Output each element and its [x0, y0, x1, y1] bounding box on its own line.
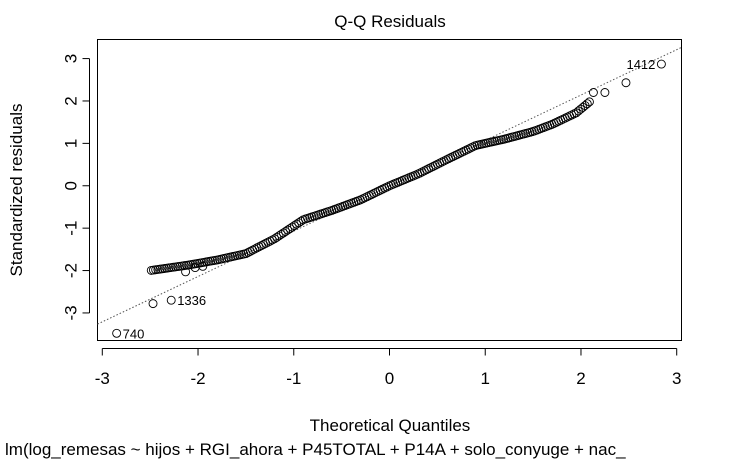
data-point — [600, 88, 610, 97]
data-point — [285, 224, 295, 233]
x-tick-label: -1 — [286, 369, 301, 388]
data-point — [112, 328, 122, 338]
data-point — [270, 234, 280, 244]
data-point — [274, 231, 284, 241]
y-tick-label: -3 — [61, 305, 80, 320]
data-point — [567, 110, 577, 120]
outlier-label: 1336 — [177, 293, 206, 308]
data-point — [569, 109, 579, 119]
data-point — [198, 261, 208, 271]
chart-title: Q-Q Residuals — [334, 12, 445, 31]
data-point — [166, 295, 176, 305]
x-tick-label: 2 — [576, 369, 585, 388]
point-labels: 740 1336 1412 — [123, 57, 656, 341]
data-point — [588, 88, 598, 97]
data-point — [584, 97, 594, 107]
x-tick-label: -2 — [190, 369, 205, 388]
x-tick-label: -3 — [95, 369, 110, 388]
data-point — [289, 221, 299, 231]
data-point — [283, 225, 293, 235]
data-point — [294, 218, 304, 228]
y-tick-label: -1 — [61, 221, 80, 236]
model-formula: lm(log_remesas ~ hijos + RGI_ahora + P45… — [5, 440, 626, 459]
data-point — [276, 229, 286, 239]
data-point — [468, 142, 478, 152]
data-point — [278, 228, 288, 238]
y-tick-label: 2 — [61, 96, 80, 105]
x-axis: -3 -2 -1 0 1 2 3 — [95, 348, 681, 388]
outlier-label: 740 — [123, 326, 145, 341]
data-point — [287, 222, 297, 232]
data-point — [181, 267, 191, 277]
data-point — [267, 235, 277, 245]
y-tick-label: 1 — [61, 139, 80, 148]
x-tick-label: 0 — [385, 369, 394, 388]
data-point — [272, 232, 282, 242]
x-axis-title: Theoretical Quantiles — [310, 416, 471, 435]
y-tick-label: -2 — [61, 263, 80, 278]
x-tick-label: 1 — [481, 369, 490, 388]
data-point — [292, 219, 302, 229]
data-point — [621, 78, 631, 88]
points — [112, 59, 666, 338]
outlier-label: 1412 — [626, 57, 655, 72]
y-tick-label: 3 — [61, 54, 80, 63]
y-tick-label: 0 — [61, 181, 80, 190]
data-point — [582, 99, 592, 109]
plot-frame — [97, 39, 682, 341]
y-axis: -3 -2 -1 0 1 2 3 — [61, 54, 90, 321]
data-point — [148, 299, 158, 309]
data-point — [265, 236, 275, 246]
y-axis-title: Standardized residuals — [7, 104, 26, 277]
data-point — [281, 227, 291, 236]
x-tick-label: 3 — [672, 369, 681, 388]
data-point — [656, 59, 666, 69]
